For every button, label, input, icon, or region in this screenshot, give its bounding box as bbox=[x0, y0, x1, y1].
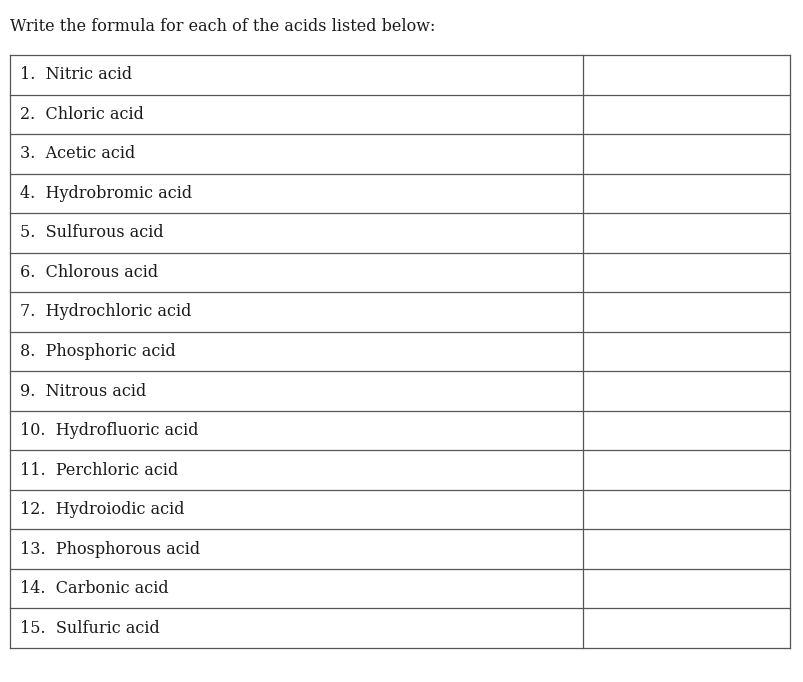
Text: 5.  Sulfurous acid: 5. Sulfurous acid bbox=[20, 224, 164, 241]
Text: 15.  Sulfuric acid: 15. Sulfuric acid bbox=[20, 620, 160, 637]
Text: 12.  Hydroiodic acid: 12. Hydroiodic acid bbox=[20, 501, 184, 518]
Text: 13.  Phosphorous acid: 13. Phosphorous acid bbox=[20, 541, 200, 558]
Text: 2.  Chloric acid: 2. Chloric acid bbox=[20, 106, 144, 123]
Text: 4.  Hydrobromic acid: 4. Hydrobromic acid bbox=[20, 185, 192, 202]
Text: 8.  Phosphoric acid: 8. Phosphoric acid bbox=[20, 343, 176, 360]
Text: 11.  Perchloric acid: 11. Perchloric acid bbox=[20, 462, 178, 479]
Text: 10.  Hydrofluoric acid: 10. Hydrofluoric acid bbox=[20, 422, 198, 439]
Text: 7.  Hydrochloric acid: 7. Hydrochloric acid bbox=[20, 303, 191, 321]
Text: 14.  Carbonic acid: 14. Carbonic acid bbox=[20, 580, 169, 597]
Text: 6.  Chlorous acid: 6. Chlorous acid bbox=[20, 264, 158, 281]
Text: 1.  Nitric acid: 1. Nitric acid bbox=[20, 66, 132, 83]
Text: Write the formula for each of the acids listed below:: Write the formula for each of the acids … bbox=[10, 18, 435, 35]
Text: 9.  Nitrous acid: 9. Nitrous acid bbox=[20, 383, 146, 400]
Text: 3.  Acetic acid: 3. Acetic acid bbox=[20, 145, 135, 162]
